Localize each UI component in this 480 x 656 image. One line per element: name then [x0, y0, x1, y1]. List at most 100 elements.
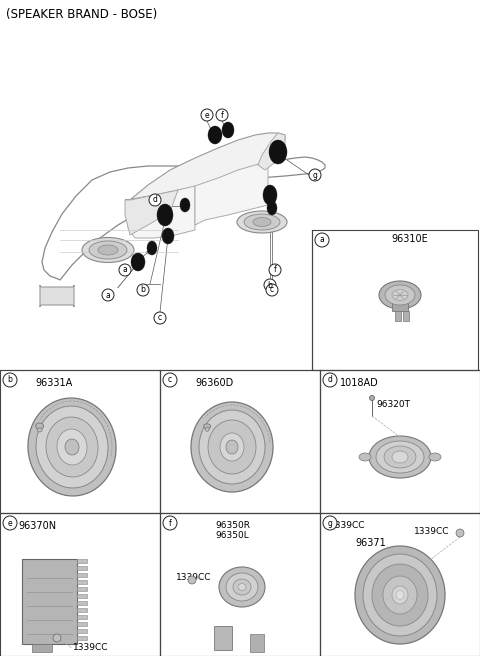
Polygon shape — [42, 157, 325, 280]
Circle shape — [3, 516, 17, 530]
Ellipse shape — [226, 573, 258, 601]
Ellipse shape — [233, 579, 251, 595]
Ellipse shape — [57, 429, 87, 465]
Ellipse shape — [131, 253, 145, 271]
Text: 1339CC: 1339CC — [414, 527, 449, 535]
Ellipse shape — [98, 245, 118, 255]
Text: 96331A: 96331A — [35, 378, 72, 388]
Ellipse shape — [384, 446, 416, 468]
Text: b: b — [141, 285, 145, 295]
Ellipse shape — [28, 398, 116, 496]
Circle shape — [163, 373, 177, 387]
Ellipse shape — [204, 424, 211, 429]
Bar — [77, 615, 87, 619]
Polygon shape — [125, 133, 285, 200]
Circle shape — [323, 373, 337, 387]
Text: c: c — [168, 375, 172, 384]
Circle shape — [102, 289, 114, 301]
Ellipse shape — [392, 289, 408, 300]
Text: c: c — [158, 314, 162, 323]
Bar — [77, 559, 87, 563]
Bar — [312, 230, 478, 370]
Polygon shape — [128, 186, 195, 238]
Bar — [160, 370, 320, 513]
Circle shape — [3, 373, 17, 387]
Bar — [77, 566, 87, 570]
Ellipse shape — [147, 241, 157, 255]
Circle shape — [323, 516, 337, 530]
Ellipse shape — [392, 586, 408, 604]
Ellipse shape — [379, 281, 421, 309]
Text: a: a — [122, 266, 127, 274]
Bar — [250, 634, 264, 652]
Bar — [22, 559, 77, 644]
Bar — [77, 580, 87, 584]
Ellipse shape — [238, 583, 246, 590]
Ellipse shape — [199, 410, 265, 484]
Bar — [320, 370, 480, 513]
Ellipse shape — [219, 567, 265, 607]
Ellipse shape — [222, 122, 234, 138]
Circle shape — [154, 312, 166, 324]
Ellipse shape — [191, 402, 273, 492]
Polygon shape — [258, 133, 285, 170]
Bar — [77, 622, 87, 626]
Text: e: e — [204, 110, 209, 119]
Ellipse shape — [180, 198, 190, 212]
Text: 96350R: 96350R — [215, 521, 250, 530]
Ellipse shape — [157, 204, 173, 226]
Ellipse shape — [162, 228, 174, 244]
Text: 1339CC: 1339CC — [73, 644, 108, 653]
Ellipse shape — [89, 241, 127, 259]
Text: 1018AD: 1018AD — [340, 378, 379, 388]
Bar — [403, 311, 409, 321]
Text: 96320T: 96320T — [376, 400, 410, 409]
Ellipse shape — [208, 126, 222, 144]
Text: d: d — [153, 195, 157, 205]
Text: (SPEAKER BRAND - BOSE): (SPEAKER BRAND - BOSE) — [6, 8, 157, 21]
Circle shape — [53, 634, 61, 642]
Text: g: g — [327, 518, 333, 527]
Ellipse shape — [37, 428, 42, 432]
Ellipse shape — [244, 214, 280, 230]
Text: 96310E: 96310E — [392, 234, 428, 244]
Text: f: f — [168, 518, 171, 527]
Bar — [392, 299, 408, 311]
Circle shape — [149, 194, 161, 206]
Ellipse shape — [372, 564, 428, 626]
Polygon shape — [195, 163, 268, 225]
Ellipse shape — [383, 576, 417, 614]
Ellipse shape — [226, 440, 238, 454]
Ellipse shape — [392, 451, 408, 463]
Circle shape — [269, 264, 281, 276]
Ellipse shape — [36, 406, 108, 488]
Text: b: b — [267, 281, 273, 289]
Text: 96371: 96371 — [355, 538, 386, 548]
Ellipse shape — [220, 433, 244, 461]
Bar — [32, 644, 52, 652]
Text: 96360D: 96360D — [195, 378, 233, 388]
Bar — [77, 587, 87, 591]
Ellipse shape — [46, 417, 98, 477]
Text: 96370N: 96370N — [18, 521, 56, 531]
Bar — [77, 629, 87, 633]
Ellipse shape — [359, 453, 371, 461]
Circle shape — [188, 576, 196, 584]
Text: f: f — [274, 266, 276, 274]
Bar — [320, 513, 480, 656]
Ellipse shape — [429, 453, 441, 461]
Circle shape — [119, 264, 131, 276]
Circle shape — [264, 279, 276, 291]
Ellipse shape — [376, 441, 424, 473]
Ellipse shape — [363, 554, 437, 636]
Bar — [77, 608, 87, 612]
Text: a: a — [106, 291, 110, 300]
Ellipse shape — [355, 546, 445, 644]
Text: a: a — [320, 236, 324, 245]
Ellipse shape — [205, 427, 209, 431]
Circle shape — [201, 109, 213, 121]
Ellipse shape — [36, 423, 44, 429]
Ellipse shape — [267, 201, 277, 215]
Text: b: b — [8, 375, 12, 384]
Text: 94415: 94415 — [215, 429, 244, 438]
